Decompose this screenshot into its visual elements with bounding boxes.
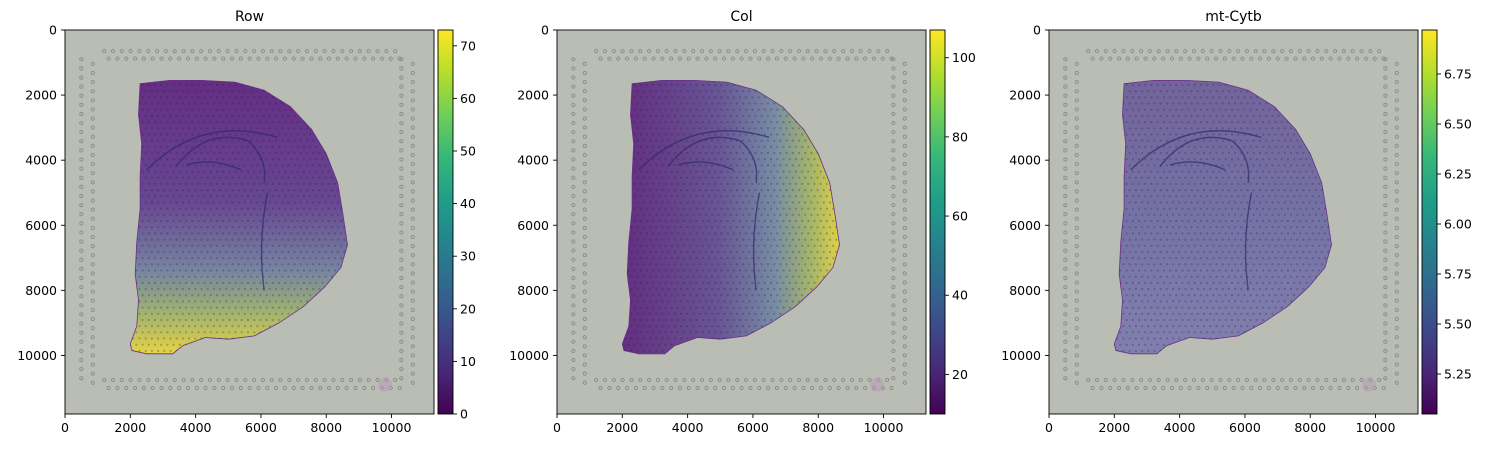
plot-area [557, 30, 926, 414]
y-tick-label: 0 [49, 23, 57, 38]
colorbar-tick-label: 40 [460, 196, 476, 211]
y-tick-label: 10000 [17, 348, 57, 363]
x-tick-label: 2000 [1098, 420, 1130, 435]
x-tick-label: 6000 [737, 420, 769, 435]
plot-area [65, 30, 434, 414]
colorbar-tick-label: 6.50 [1444, 117, 1472, 132]
colorbar-tick-label: 70 [460, 38, 476, 53]
panel-title: Col [730, 9, 752, 25]
panel-title: mt-Cytb [1205, 9, 1262, 25]
colorbar-gradient [1422, 30, 1437, 414]
x-tick-label: 4000 [180, 420, 212, 435]
x-tick-label: 8000 [310, 420, 342, 435]
y-tick-label: 8000 [517, 283, 549, 298]
colorbar-tick-label: 5.50 [1444, 317, 1472, 332]
colorbar-tick-label: 5.25 [1444, 367, 1472, 382]
x-tick-label: 10000 [864, 420, 904, 435]
colorbar-tick-label: 50 [460, 143, 476, 158]
x-tick-label: 2000 [114, 420, 146, 435]
colorbar-tick-label: 6.00 [1444, 217, 1472, 232]
colorbar-tick-label: 30 [460, 249, 476, 264]
colorbar-gradient [438, 30, 453, 414]
colorbar-tick-label: 80 [952, 129, 968, 144]
y-tick-label: 6000 [1009, 218, 1041, 233]
colorbar: 5.25 5.50 5.75 6.00 6.25 6.50 6.75 [1422, 30, 1472, 414]
colorbar-tick-label: 6.25 [1444, 167, 1472, 182]
y-tick-label: 10000 [1001, 348, 1041, 363]
y-tick-label: 4000 [1009, 153, 1041, 168]
colorbar-tick-label: 0 [460, 407, 468, 422]
colorbar-tick-label: 60 [460, 91, 476, 106]
colorbar-tick-label: 5.75 [1444, 267, 1472, 282]
x-tick-label: 0 [61, 420, 69, 435]
colorbar: 0 10 20 30 40 50 60 70 [438, 30, 476, 422]
stain-artifact [870, 378, 884, 392]
stain-artifact [378, 378, 392, 392]
x-tick-label: 2000 [606, 420, 638, 435]
x-tick-label: 6000 [1229, 420, 1261, 435]
y-tick-label: 6000 [25, 218, 57, 233]
y-tick-label: 0 [541, 23, 549, 38]
panel-1: Row 0 2000 4000 6000 8000 10000 0 2000 4000 6000 80… [17, 9, 476, 435]
x-tick-label: 8000 [1294, 420, 1326, 435]
y-tick-label: 0 [1033, 23, 1041, 38]
y-tick-label: 6000 [517, 218, 549, 233]
y-tick-label: 2000 [517, 88, 549, 103]
colorbar-tick-label: 40 [952, 288, 968, 303]
colorbar: 20 40 60 80 100 [930, 30, 976, 414]
colorbar-tick-label: 20 [460, 301, 476, 316]
y-tick-label: 8000 [25, 283, 57, 298]
colorbar-gradient [930, 30, 945, 414]
x-tick-label: 10000 [372, 420, 412, 435]
panel-3: mt-Cytb 0 2000 4000 6000 8000 10000 0 2000 4000 60… [1001, 9, 1472, 435]
colorbar-tick-label: 100 [952, 50, 976, 65]
x-tick-label: 0 [553, 420, 561, 435]
plot-area [1049, 30, 1418, 414]
x-tick-label: 4000 [1164, 420, 1196, 435]
x-tick-label: 8000 [802, 420, 834, 435]
stain-artifact [1362, 378, 1376, 392]
panel-2: Col 0 2000 4000 6000 8000 10000 0 2000 4000 6000 80… [509, 9, 976, 435]
panel-title: Row [235, 9, 264, 25]
colorbar-tick-label: 60 [952, 209, 968, 224]
y-tick-label: 8000 [1009, 283, 1041, 298]
colorbar-tick-label: 6.75 [1444, 67, 1472, 82]
x-tick-label: 0 [1045, 420, 1053, 435]
x-tick-label: 4000 [672, 420, 704, 435]
x-tick-label: 10000 [1356, 420, 1396, 435]
colorbar-tick-label: 20 [952, 367, 968, 382]
y-tick-label: 2000 [25, 88, 57, 103]
colorbar-tick-label: 10 [460, 354, 476, 369]
y-tick-label: 4000 [25, 153, 57, 168]
y-tick-label: 10000 [509, 348, 549, 363]
x-tick-label: 6000 [245, 420, 277, 435]
y-tick-label: 2000 [1009, 88, 1041, 103]
y-tick-label: 4000 [517, 153, 549, 168]
